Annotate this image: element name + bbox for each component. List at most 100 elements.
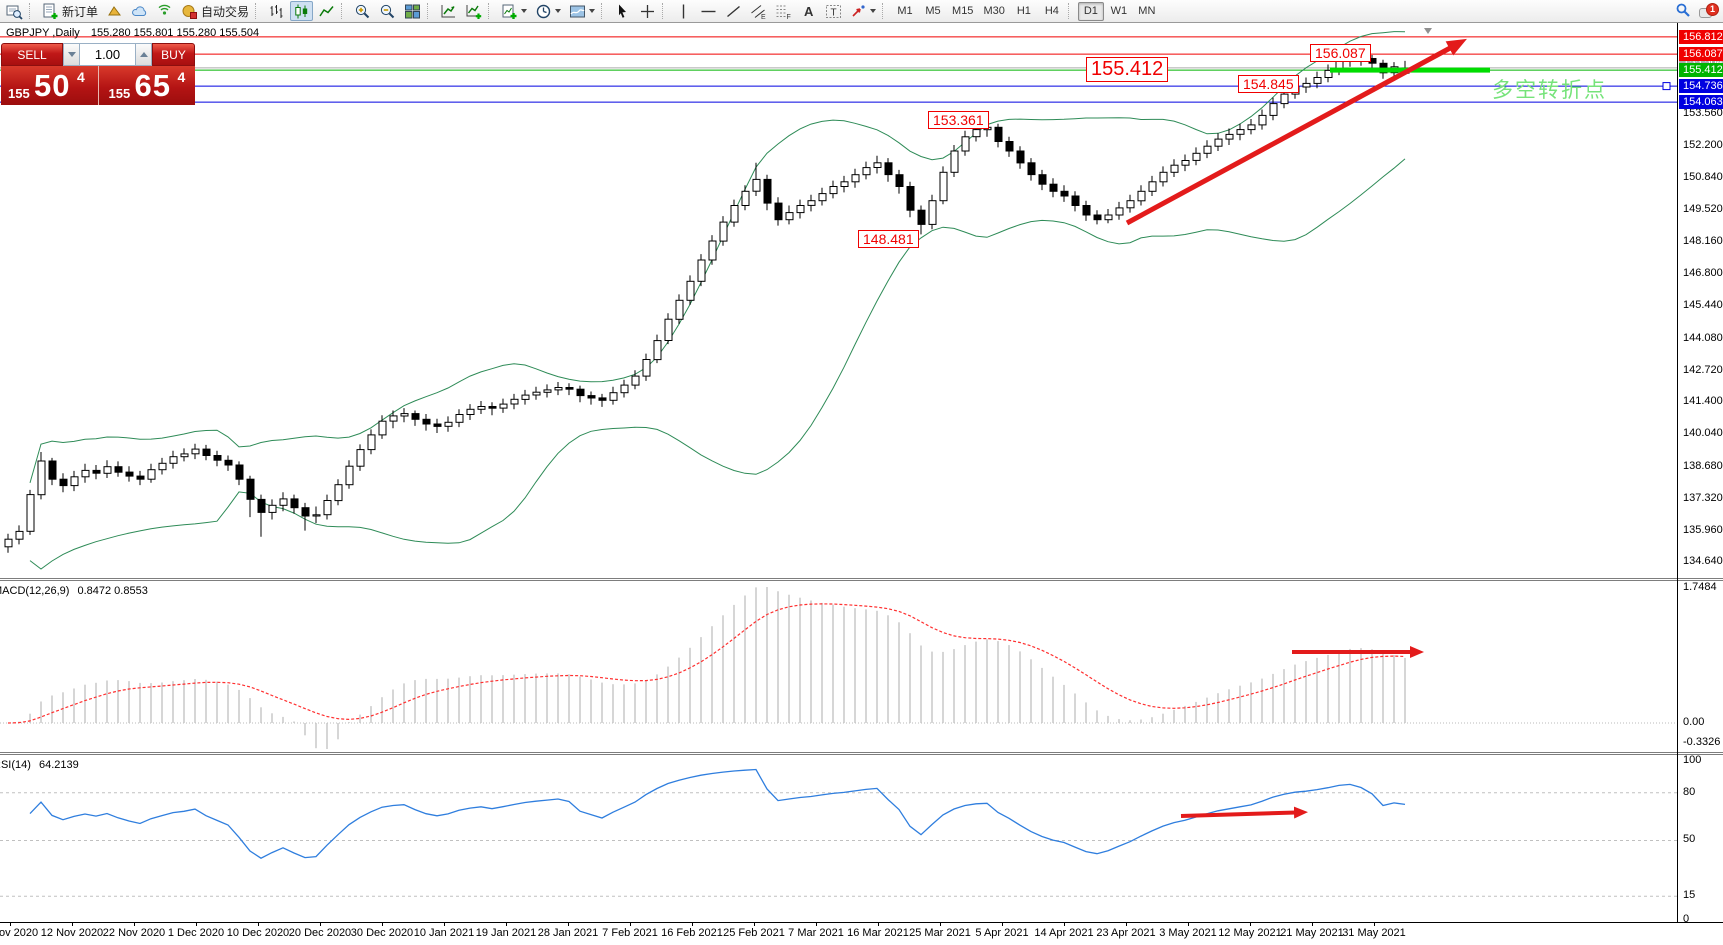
time-tick <box>816 923 817 926</box>
main-chart-canvas[interactable] <box>0 23 1677 922</box>
search-icon[interactable] <box>1675 2 1691 23</box>
text-button[interactable]: A <box>797 1 820 21</box>
cursor-icon <box>619 4 627 18</box>
sell-price-pip: 4 <box>77 69 85 85</box>
signals-button[interactable] <box>153 1 176 21</box>
time-tick <box>382 923 383 926</box>
rsi-axis-tick: 15 <box>1683 889 1696 901</box>
annotation-156087[interactable]: 156.087 <box>1310 44 1371 63</box>
toolbar-separator <box>29 3 36 19</box>
price-tick: 144.080 <box>1683 331 1723 344</box>
arrows-button[interactable] <box>847 1 879 21</box>
new-order-button[interactable]: 新订单 <box>39 1 101 21</box>
equidistant-channel-button[interactable]: E <box>747 1 770 21</box>
timeframe-m15-button[interactable]: M15 <box>952 5 974 17</box>
horizontal-line-button[interactable] <box>697 1 720 21</box>
timeframe-h1-button[interactable]: H1 <box>1016 5 1031 17</box>
new-chart-button[interactable] <box>498 1 530 21</box>
time-tick <box>10 923 11 926</box>
time-tick <box>1064 923 1065 926</box>
annotation-155412[interactable]: 155.412 <box>1086 57 1169 82</box>
indicators-button[interactable] <box>437 1 460 21</box>
time-label: 25 Mar 2021 <box>909 927 971 939</box>
toolbar: 新订单 自动交易 E F A T M1 M5 M15 M30 H1 H4 D1 W1 MN 1 <box>0 0 1723 23</box>
toolbar-separator <box>662 3 669 19</box>
time-label: 28 Jan 2021 <box>537 927 599 939</box>
volume-increase-button[interactable] <box>135 43 152 66</box>
timeframe-m5-button[interactable]: M5 <box>925 5 941 17</box>
buy-button[interactable]: BUY <box>152 43 195 66</box>
buy-price-prefix: 155 <box>108 86 131 101</box>
zoom-in-button[interactable] <box>351 1 374 21</box>
trendline-button[interactable] <box>722 1 745 21</box>
rsi-axis-tick: 100 <box>1683 754 1702 766</box>
volume-decrease-button[interactable] <box>63 43 80 66</box>
macd-panel-separator[interactable] <box>0 578 1723 581</box>
time-label: 7 Feb 2021 <box>602 927 658 939</box>
price-tick: 145.440 <box>1683 299 1723 312</box>
time-label: 19 Jan 2021 <box>475 927 537 939</box>
line-chart-button[interactable] <box>315 1 338 21</box>
timeframe-d1-button[interactable]: D1 <box>1077 1 1104 21</box>
mql5-community-button[interactable] <box>128 1 151 21</box>
vertical-line-button[interactable] <box>672 1 695 21</box>
zoom-in-icon <box>355 4 370 18</box>
notification-bubble[interactable]: 1 <box>1699 2 1719 21</box>
macd-axis-tick: 0.00 <box>1683 716 1705 728</box>
turning-point-note[interactable]: 多空转折点 <box>1492 79 1607 102</box>
bar-chart-button[interactable] <box>265 1 288 21</box>
timeframe-bar: M1 M5 M15 M30 H1 H4 D1 W1 MN <box>891 1 1161 21</box>
macd-panel-canvas[interactable] <box>0 581 1677 753</box>
sell-button[interactable]: SELL <box>1 43 63 66</box>
timeframe-h4-button[interactable]: H4 <box>1044 5 1059 17</box>
annotation-148481[interactable]: 148.481 <box>858 230 919 249</box>
zoom-out-button[interactable] <box>376 1 399 21</box>
rsi-panel-separator[interactable] <box>0 752 1723 755</box>
periods-icon <box>536 4 551 18</box>
periods-button[interactable] <box>532 1 564 21</box>
annotation-154845[interactable]: 154.845 <box>1238 75 1299 94</box>
svg-text:A: A <box>804 4 814 19</box>
toolbar-separator <box>488 3 495 19</box>
timeframe-m1-button[interactable]: M1 <box>897 5 913 17</box>
time-label: 5 Apr 2021 <box>975 927 1029 939</box>
new-chart-icon <box>502 4 517 19</box>
chart-profile-button[interactable] <box>103 1 126 21</box>
annotation-153361[interactable]: 153.361 <box>928 111 989 130</box>
timeframe-m30-button[interactable]: M30 <box>983 5 1005 17</box>
volume-input[interactable] <box>80 43 135 66</box>
fibonacci-button[interactable]: F <box>772 1 795 21</box>
price-badge-154063: 154.063 <box>1679 95 1723 110</box>
svg-text:E: E <box>761 14 766 20</box>
time-tick <box>940 923 941 926</box>
text-label-icon: T <box>826 4 842 18</box>
time-tick <box>1126 923 1127 926</box>
auto-trading-button[interactable]: 自动交易 <box>178 1 252 21</box>
timeframe-mn-button[interactable]: MN <box>1138 5 1156 17</box>
toolbar-separator <box>882 3 889 19</box>
fibonacci-icon: F <box>776 5 791 20</box>
triangle-up-icon <box>139 52 148 57</box>
time-tick <box>630 923 631 926</box>
data-window-button[interactable] <box>3 1 26 21</box>
buy-price-display[interactable]: 155 65 4 <box>99 66 196 105</box>
crosshair-button[interactable] <box>636 1 659 21</box>
timeframe-w1-button[interactable]: W1 <box>1110 5 1128 17</box>
ohlc-values: 155.280 155.801 155.280 155.504 <box>90 27 260 39</box>
auto-trading-icon <box>182 4 198 19</box>
cursor-button[interactable] <box>611 1 634 21</box>
add-indicator-button[interactable] <box>462 1 485 21</box>
templates-button[interactable] <box>566 1 598 21</box>
sell-price-display[interactable]: 155 50 4 <box>1 66 99 105</box>
crosshair-icon <box>641 4 655 18</box>
candlestick-chart-button[interactable] <box>290 1 314 21</box>
line-chart-icon <box>319 5 334 16</box>
time-label: 22 Nov 2020 <box>102 927 166 939</box>
text-label-button[interactable]: T <box>822 1 845 21</box>
rsi-panel-canvas[interactable] <box>0 755 1677 922</box>
trendline-icon <box>727 5 740 17</box>
price-tick: 140.040 <box>1683 427 1723 440</box>
macd-axis-tick: 1.7484 <box>1683 581 1717 593</box>
tile-windows-button[interactable] <box>401 1 424 21</box>
